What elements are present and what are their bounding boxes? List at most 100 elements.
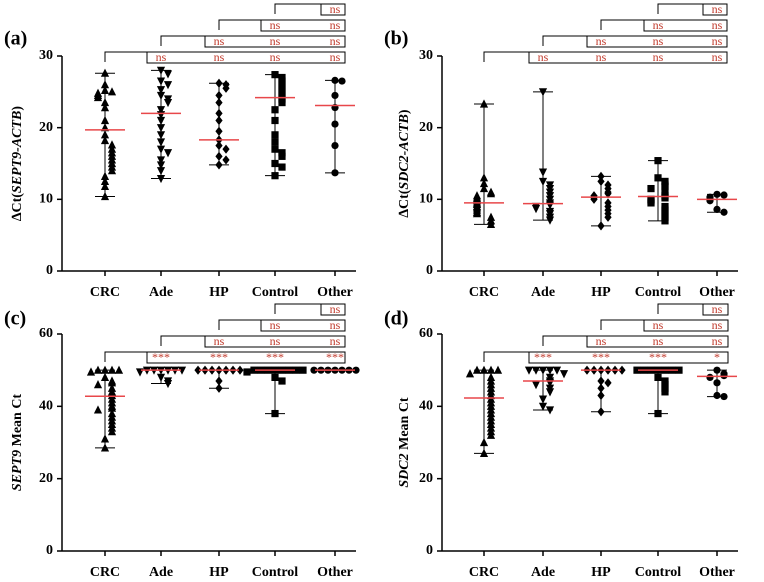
- point: [531, 366, 541, 375]
- point: [222, 144, 230, 154]
- significance-label: ns: [653, 50, 664, 64]
- point: [271, 106, 279, 114]
- point: [215, 151, 223, 161]
- x-tick-label: Ade: [149, 285, 173, 300]
- point: [215, 376, 223, 386]
- point: [338, 77, 346, 85]
- point: [597, 176, 605, 187]
- significance-box: [702, 3, 728, 16]
- point: [271, 116, 279, 125]
- point: [706, 197, 714, 205]
- point: [331, 120, 339, 128]
- significance-label: ns: [653, 18, 664, 32]
- point: [713, 190, 721, 198]
- point: [107, 403, 117, 412]
- point: [107, 427, 117, 436]
- point: [163, 98, 173, 108]
- point: [156, 131, 166, 140]
- point: [222, 155, 230, 165]
- point: [479, 173, 489, 182]
- significance-label: ***: [326, 350, 344, 364]
- significance-label: ns: [330, 334, 341, 348]
- significance-label: ns: [653, 334, 664, 348]
- point: [100, 97, 110, 107]
- point: [100, 130, 110, 139]
- point: [156, 145, 166, 154]
- significance-box: [643, 319, 729, 332]
- significance-box: [260, 319, 346, 332]
- point: [100, 103, 110, 112]
- x-tick-label: CRC: [90, 285, 120, 300]
- bracket: [160, 35, 345, 46]
- point: [604, 212, 612, 222]
- point: [215, 97, 223, 108]
- significance-label: ***: [210, 350, 228, 364]
- point: [465, 369, 475, 378]
- y-tick-label: 30: [419, 48, 433, 63]
- point: [654, 174, 662, 182]
- y-tick-label: 10: [39, 192, 53, 207]
- point: [331, 169, 339, 177]
- significance-label: ns: [596, 34, 607, 48]
- y-tick-label: 20: [419, 471, 433, 486]
- point: [597, 383, 605, 393]
- point: [215, 78, 223, 88]
- point: [647, 184, 655, 193]
- point: [292, 366, 300, 374]
- point: [597, 171, 605, 181]
- y-axis-label: SDC2 Mean Ct: [397, 397, 412, 488]
- point: [538, 88, 548, 97]
- significance-box: [320, 303, 346, 316]
- point: [633, 366, 641, 374]
- y-tick-label: 0: [426, 263, 433, 278]
- point: [331, 141, 339, 150]
- x-tick-label: Control: [635, 565, 682, 580]
- significance-label: ***: [534, 350, 552, 364]
- significance-label: ns: [712, 50, 723, 64]
- x-tick-label: Control: [252, 285, 299, 300]
- point: [278, 152, 286, 160]
- point: [278, 98, 286, 107]
- panel: (d) SDC2 Mean Ct 0 20 40 60 CRC Ade HP Control Oth…: [384, 302, 738, 580]
- point: [271, 409, 279, 418]
- x-tick-label: CRC: [90, 565, 120, 580]
- point: [271, 373, 279, 381]
- significance-label: ***: [592, 350, 610, 364]
- significance-box: [146, 51, 346, 64]
- significance-box: [643, 19, 728, 32]
- significance-label: ***: [152, 350, 170, 364]
- panel-label: (d): [384, 308, 408, 330]
- point: [100, 181, 110, 191]
- point: [156, 167, 166, 176]
- point: [720, 208, 728, 216]
- point: [538, 366, 548, 375]
- y-axis-label-part: ∆Ct(: [397, 189, 412, 217]
- point: [156, 138, 166, 147]
- y-axis-label-part: SEPT9: [10, 450, 25, 491]
- point: [486, 365, 496, 374]
- point: [661, 388, 669, 396]
- point: [486, 219, 496, 229]
- y-axis-label: ∆Ct(SEPT9-ACTB): [10, 106, 25, 221]
- point: [472, 365, 482, 374]
- point: [654, 409, 662, 418]
- significance-label: ns: [270, 50, 281, 64]
- point: [93, 380, 103, 389]
- point: [647, 199, 655, 207]
- point: [618, 365, 626, 375]
- y-tick-label: 30: [39, 48, 53, 63]
- point: [222, 83, 230, 93]
- point: [107, 166, 117, 175]
- point: [100, 443, 110, 452]
- y-axis-label-part: Mean Ct: [397, 397, 412, 453]
- y-tick-label: 40: [39, 399, 53, 414]
- bracket: [104, 51, 345, 62]
- point: [156, 106, 166, 115]
- point: [271, 71, 279, 79]
- x-tick-label: Ade: [149, 565, 173, 580]
- panel: (a) ∆Ct(SEPT9-ACTB) 0 10 20 30 CRC Ade HP Control…: [4, 2, 356, 300]
- significance-label: ns: [270, 334, 281, 348]
- significance-label: ns: [330, 34, 341, 48]
- y-tick-label: 40: [419, 399, 433, 414]
- y-tick-label: 60: [39, 326, 53, 341]
